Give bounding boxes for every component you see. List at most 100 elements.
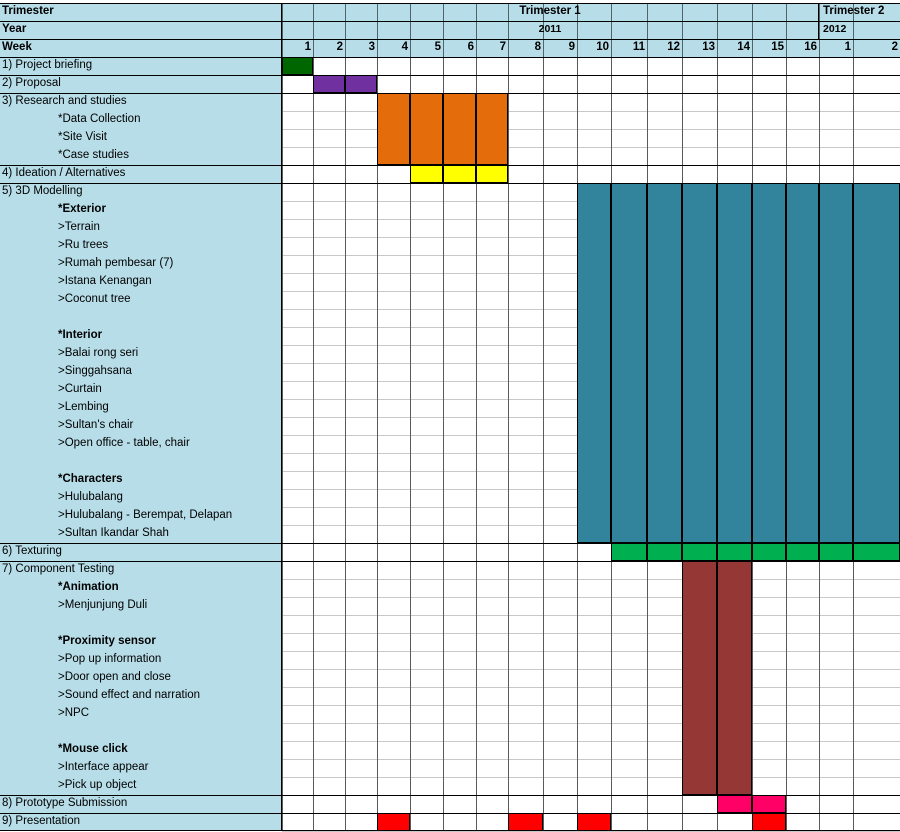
week-number-cell: 10 (577, 39, 611, 57)
week-number-cell: 4 (377, 39, 410, 57)
group-label: *Proximity sensor (0, 633, 282, 651)
gantt-bar-cell (313, 75, 345, 93)
grid-line-vertical-bold (577, 3, 578, 831)
week-number-cell: 5 (410, 39, 443, 57)
week-number-cell: 8 (508, 39, 543, 57)
gantt-bar-cell (410, 93, 443, 165)
grid-line-vertical-bold (682, 3, 683, 831)
grid-line-vertical-bold (508, 3, 509, 831)
section-divider-line (0, 165, 900, 166)
trimester-header-label: Trimester (0, 3, 282, 21)
item-label: >Sultan's chair (0, 417, 282, 435)
blank-label (0, 453, 282, 471)
gantt-bar-cell (476, 165, 508, 183)
task-label: 7) Component Testing (0, 561, 282, 579)
gantt-bar-cell (752, 183, 786, 543)
gantt-bar-cell (345, 75, 377, 93)
gantt-bar-cell (853, 183, 900, 543)
item-label: >Menjunjung Duli (0, 597, 282, 615)
item-label: >Sound effect and narration (0, 687, 282, 705)
gantt-bar-cell (752, 543, 786, 561)
week-number-cell: 2 (853, 39, 900, 57)
week-number-cell: 3 (345, 39, 377, 57)
gantt-bar-cell (476, 93, 508, 165)
gantt-bar-cell (611, 183, 647, 543)
item-label: >Singgahsana (0, 363, 282, 381)
section-divider-line (0, 93, 900, 94)
gantt-bar-cell (682, 543, 717, 561)
grid-line-horizontal (282, 705, 900, 706)
gantt-bar-cell (647, 183, 682, 543)
item-label: >Balai rong seri (0, 345, 282, 363)
grid-line-vertical-bold (819, 3, 820, 831)
gantt-bar-cell (410, 165, 443, 183)
grid-line-vertical-bold (443, 3, 444, 831)
table-bottom-line (0, 830, 900, 831)
item-label: >Lembing (0, 399, 282, 417)
item-label: >Hulubalang (0, 489, 282, 507)
grid-line-horizontal (282, 723, 900, 724)
grid-line-vertical-bold (410, 3, 411, 831)
week-number-cell: 14 (717, 39, 752, 57)
week-number-cell: 1 (282, 39, 313, 57)
item-label: >Coconut tree (0, 291, 282, 309)
grid-line-vertical-bold (345, 3, 346, 831)
grid-line-vertical-bold (717, 3, 718, 831)
task-label: 8) Prototype Submission (0, 795, 282, 813)
gantt-bar-cell (717, 543, 752, 561)
task-label: 9) Presentation (0, 813, 282, 831)
gantt-bar-cell (786, 183, 819, 543)
grid-line-horizontal (282, 651, 900, 652)
grid-line-vertical-bold (313, 3, 314, 831)
item-label: >Terrain (0, 219, 282, 237)
gantt-bar-cell (752, 813, 786, 831)
grid-line-horizontal (282, 687, 900, 688)
group-label: *Animation (0, 579, 282, 597)
item-label: >Door open and close (0, 669, 282, 687)
grid-line-horizontal (282, 111, 900, 112)
week-number-cell: 1 (819, 39, 853, 57)
gantt-bar-cell (577, 813, 611, 831)
grid-line-horizontal (282, 615, 900, 616)
year-header-label: Year (0, 21, 282, 39)
group-label: *Characters (0, 471, 282, 489)
year-2012-header: 2012 (819, 21, 900, 39)
week-number-cell: 15 (752, 39, 786, 57)
trimester-1-header: Trimester 1 (282, 3, 819, 21)
gantt-bar-cell (717, 795, 752, 813)
item-label: >NPC (0, 705, 282, 723)
subtask-label: *Case studies (0, 147, 282, 165)
task-label: 5) 3D Modelling (0, 183, 282, 201)
grid-line-horizontal (282, 759, 900, 760)
blank-label (0, 723, 282, 741)
gantt-bar-cell (717, 561, 752, 795)
gantt-bar-cell (682, 561, 717, 795)
grid-line-horizontal (282, 579, 900, 580)
item-label: >Curtain (0, 381, 282, 399)
grid-line-vertical-bold (786, 3, 787, 831)
grid-line-horizontal (282, 597, 900, 598)
section-divider-line (0, 795, 900, 796)
gantt-bar-cell (853, 543, 900, 561)
week-number-cell: 11 (611, 39, 647, 57)
gantt-bar-cell (282, 57, 313, 75)
task-label: 6) Texturing (0, 543, 282, 561)
grid-line-vertical-bold (647, 3, 648, 831)
week-number-cell: 9 (543, 39, 577, 57)
grid-line-horizontal (282, 669, 900, 670)
group-label: *Exterior (0, 201, 282, 219)
gantt-bar-cell (752, 795, 786, 813)
header-divider-line (0, 21, 900, 22)
grid-line-horizontal (282, 129, 900, 130)
item-label: >Ru trees (0, 237, 282, 255)
week-number-cell: 12 (647, 39, 682, 57)
header-divider-line (0, 39, 900, 40)
week-number-cell: 6 (443, 39, 476, 57)
week-number-cell: 7 (476, 39, 508, 57)
section-divider-line (0, 813, 900, 814)
week-header-label: Week (0, 39, 282, 57)
gantt-bar-cell (647, 543, 682, 561)
gantt-bar-cell (443, 165, 476, 183)
gantt-bar-cell (819, 183, 853, 543)
